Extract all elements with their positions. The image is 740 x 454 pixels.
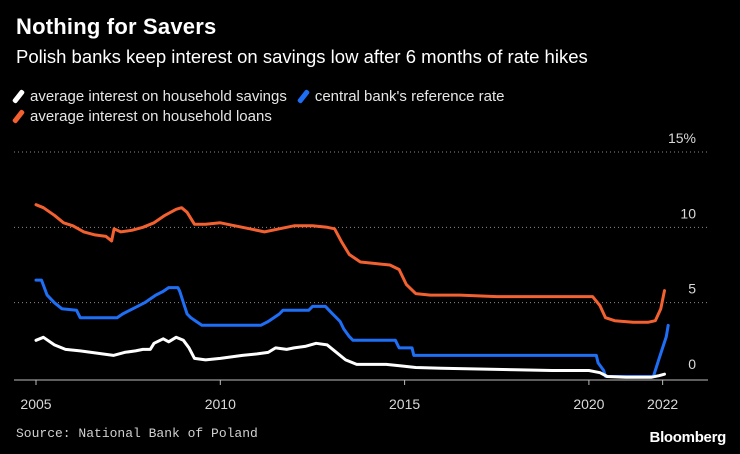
series-line-central-bank-s-reference-rate: [34, 278, 670, 378]
legend-label-savings: average interest on household savings: [30, 87, 287, 105]
x-tick-label-2015: 2015: [389, 396, 420, 412]
y-tick-label-15: 15%: [668, 130, 696, 146]
series-line-average-interest-on-household-loans: [34, 203, 666, 324]
y-tick-label-5: 5: [688, 281, 696, 297]
chart-subtitle: Polish banks keep interest on savings lo…: [16, 46, 588, 67]
legend-item-loans: average interest on household loans: [11, 107, 272, 125]
x-tick-label-2005: 2005: [20, 396, 51, 412]
x-tick-label-2010: 2010: [205, 396, 236, 412]
legend: average interest on household savings ce…: [11, 86, 518, 126]
y-tick-label-10: 10: [680, 205, 696, 221]
x-tick-label-2022: 2022: [647, 396, 678, 412]
chart-title: Nothing for Savers: [16, 14, 217, 39]
legend-item-savings: average interest on household savings: [11, 87, 287, 105]
source-note: Source: National Bank of Poland: [16, 426, 258, 441]
legend-label-loans: average interest on household loans: [30, 107, 272, 125]
legend-item-reference-rate: central bank's reference rate: [296, 87, 505, 105]
legend-label-reference-rate: central bank's reference rate: [314, 87, 505, 105]
x-tick-label-2020: 2020: [573, 396, 604, 412]
bloomberg-logo: Bloomberg: [649, 429, 727, 446]
series-line-average-interest-on-household-savings: [34, 335, 666, 379]
y-tick-label-0: 0: [688, 356, 696, 372]
